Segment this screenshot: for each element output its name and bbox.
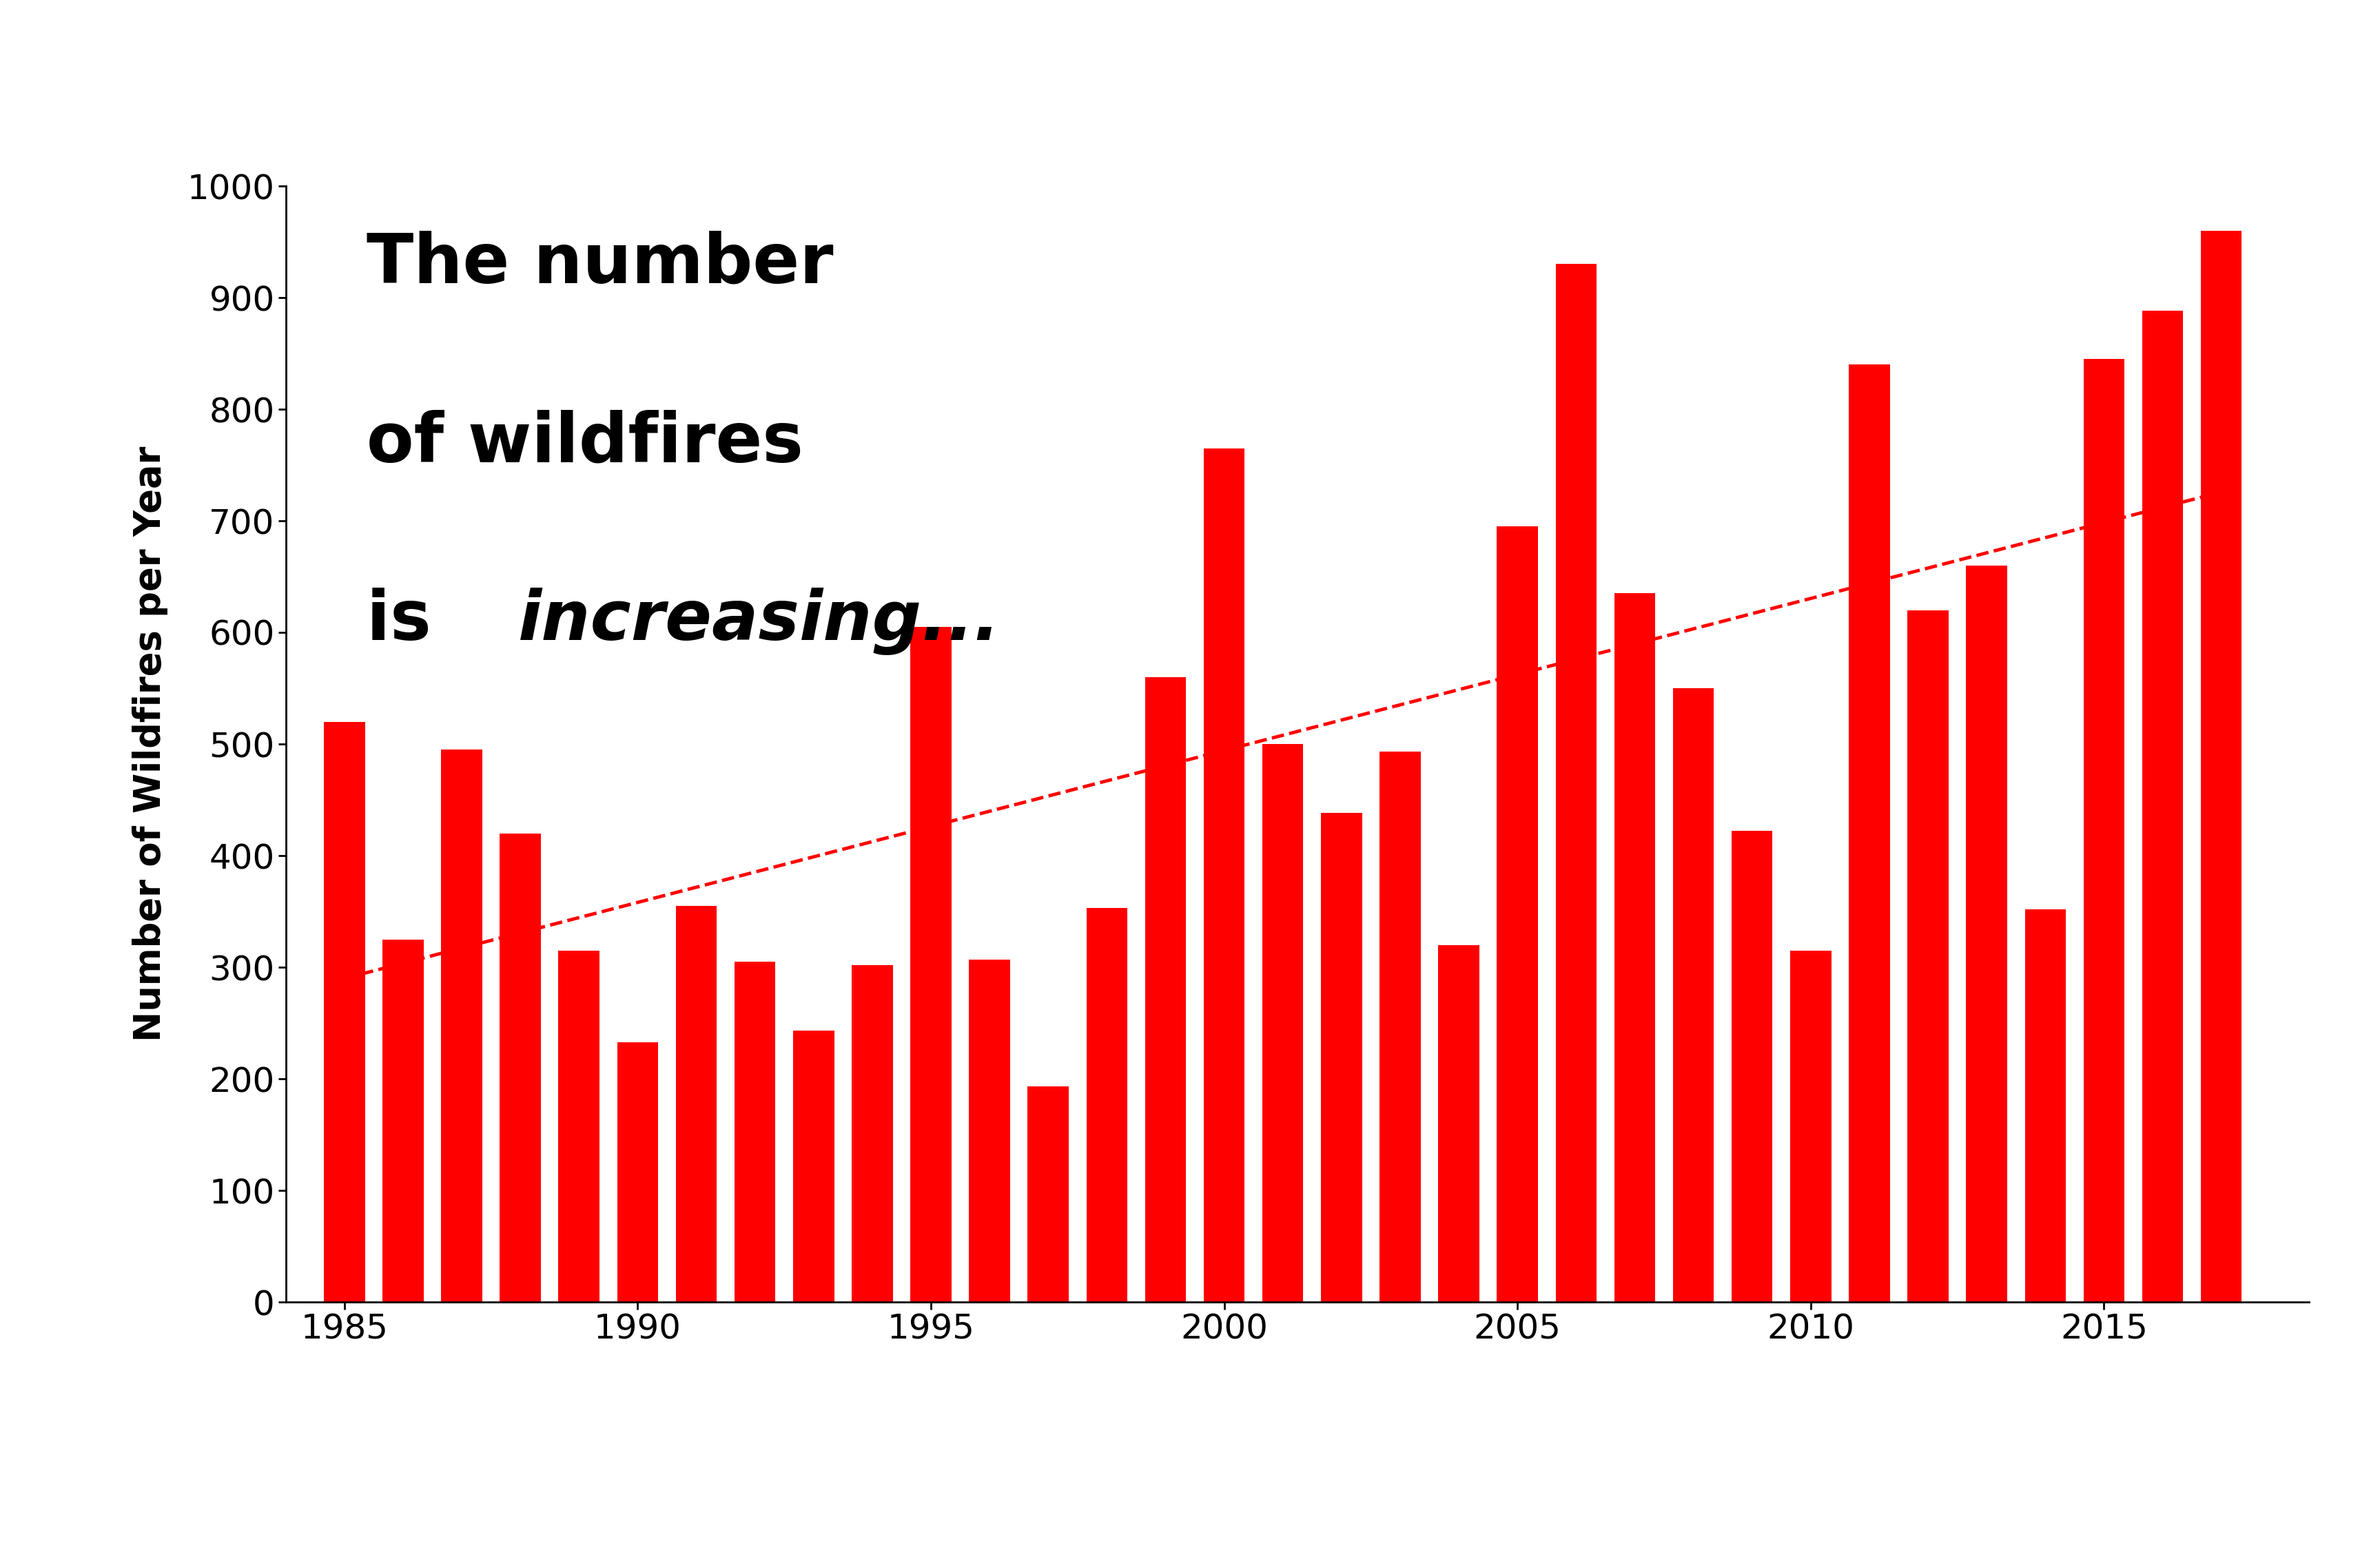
Bar (676, 905, 716, 1302)
Text: increasing...: increasing... (519, 587, 1000, 656)
Bar (1204, 448, 1245, 1302)
Bar (1028, 1087, 1069, 1302)
Bar (559, 950, 600, 1302)
Bar (2082, 360, 2123, 1302)
Text: The number: The number (367, 231, 833, 298)
Bar (1145, 677, 1185, 1302)
Bar (793, 1031, 833, 1302)
Bar (616, 1042, 657, 1302)
Y-axis label: Number of Wildfires per Year: Number of Wildfires per Year (133, 446, 169, 1042)
Bar (1906, 611, 1947, 1302)
Bar (1730, 831, 1773, 1302)
Bar (500, 834, 540, 1302)
Bar (969, 959, 1009, 1302)
Bar (1321, 814, 1361, 1302)
Bar (1554, 264, 1597, 1302)
Bar (733, 961, 776, 1302)
Bar (383, 939, 424, 1302)
Bar (440, 750, 483, 1302)
Text: is: is (367, 587, 455, 654)
Bar (1261, 744, 1302, 1302)
Bar (1673, 688, 1714, 1302)
Bar (852, 966, 892, 1302)
Bar (1085, 908, 1128, 1302)
Bar (1790, 950, 1830, 1302)
Bar (1966, 566, 2006, 1302)
Bar (2199, 231, 2242, 1302)
Bar (909, 626, 952, 1302)
Bar (2142, 312, 2182, 1302)
Bar (1849, 364, 1890, 1302)
Bar (2025, 910, 2066, 1302)
Text: of wildfires: of wildfires (367, 409, 802, 476)
Bar (1614, 594, 1654, 1302)
Bar (1378, 752, 1421, 1302)
Bar (324, 722, 364, 1302)
Bar (1497, 527, 1537, 1302)
Bar (1438, 946, 1478, 1302)
